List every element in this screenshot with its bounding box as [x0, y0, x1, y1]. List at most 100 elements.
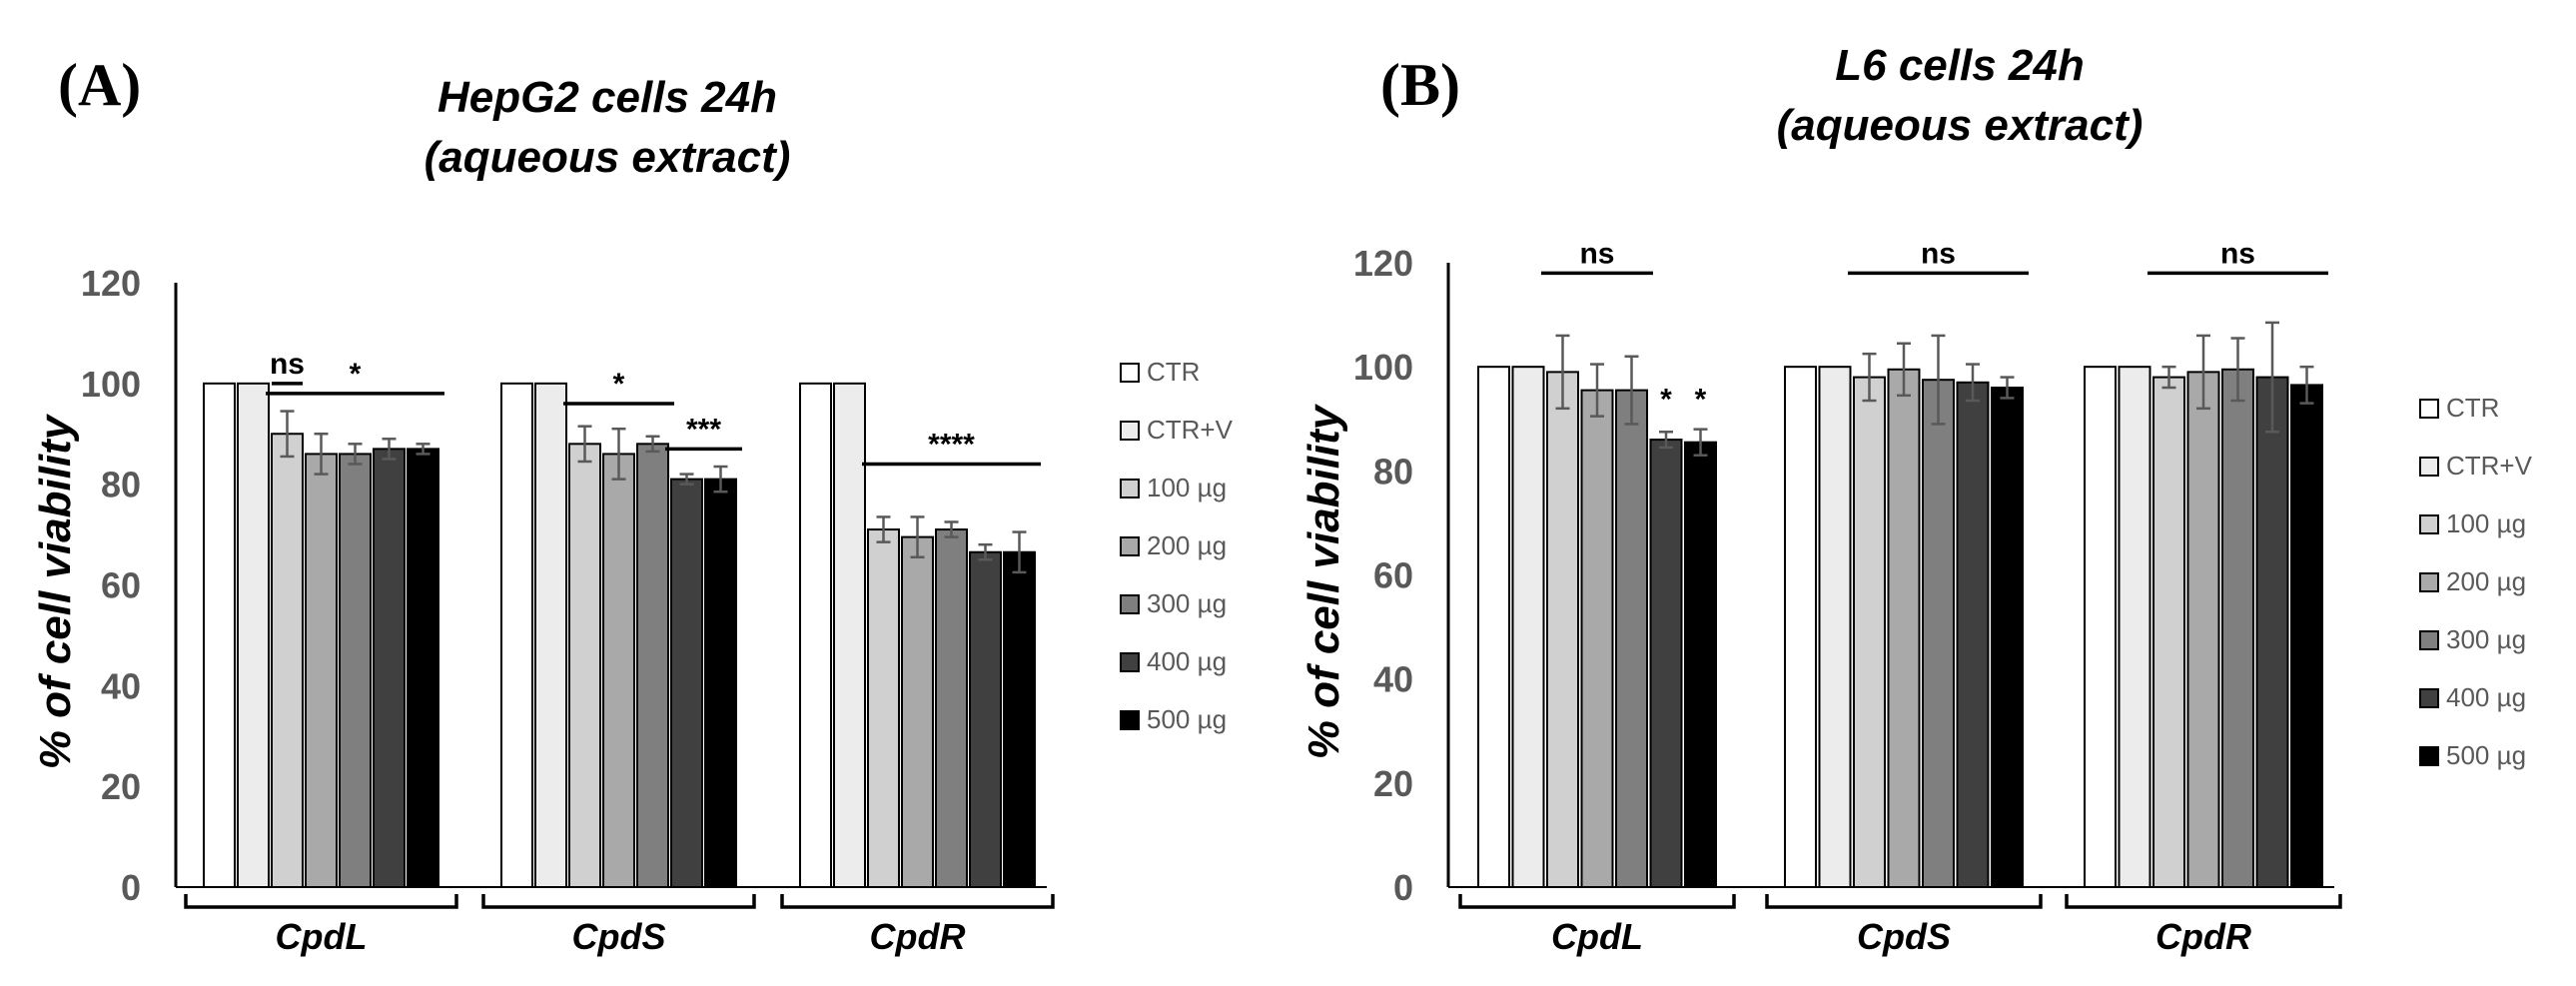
significance-label: *: [350, 358, 362, 391]
legend-label: 500 µg: [1147, 704, 1227, 734]
bar-CpdS-400µg: [1956, 381, 1990, 888]
legend-label: 300 µg: [2446, 624, 2526, 654]
panel-a-title-line2: (aqueous extract): [425, 133, 791, 182]
error-bar: [280, 410, 295, 459]
bar-CpdS-CTR: [1784, 366, 1817, 888]
panel-a-title-line1: HepG2 cells 24h: [437, 73, 777, 122]
legend-swatch: [2419, 630, 2439, 650]
group-bracket: [1765, 894, 2043, 909]
error-bar: [1659, 431, 1673, 450]
significance-label: ns: [1579, 237, 1614, 270]
y-tick-label: 100: [1353, 347, 1413, 388]
bar-CpdR-400µg: [969, 550, 1002, 889]
bar-CpdR-400µg: [2255, 376, 2289, 888]
panel-b-title-line2: (aqueous extract): [1777, 101, 2144, 150]
panel-a-label: (A): [58, 52, 141, 118]
legend-label: 300 µg: [1147, 588, 1227, 618]
y-tick-label: 60: [1373, 555, 1413, 596]
error-bar: [382, 438, 397, 461]
error-bar: [416, 443, 430, 456]
group-label-CpdR: CpdR: [2155, 916, 2251, 957]
bar-CpdS-CTR+V: [1818, 366, 1852, 888]
y-tick-label: 0: [121, 867, 141, 908]
error-bar: [1624, 355, 1639, 426]
bar-CpdR-CTR: [799, 382, 832, 888]
y-tick-label: 40: [1373, 659, 1413, 700]
error-bar: [577, 425, 592, 464]
error-bar: [348, 443, 363, 466]
error-bar: [910, 515, 925, 559]
bar-CpdR-300µg: [935, 528, 968, 889]
legend-swatch: [2419, 746, 2439, 766]
group-bracket: [780, 894, 1055, 909]
bar-CpdL-300µg: [339, 453, 372, 888]
group-bracket: [2065, 894, 2342, 909]
y-tick-label: 120: [81, 263, 141, 304]
bar-CpdL-500µg: [407, 448, 439, 888]
error-bar: [2230, 337, 2245, 403]
group-label-CpdS: CpdS: [1857, 916, 1951, 957]
bar-CpdR-500µg: [1003, 550, 1036, 889]
legend-swatch: [1120, 652, 1140, 672]
legend-swatch: [1120, 710, 1140, 730]
bar-CpdS-500µg: [1991, 387, 2024, 888]
y-tick-label: 20: [101, 766, 141, 807]
legend-label: 100 µg: [2446, 508, 2526, 538]
group-label-CpdR: CpdR: [870, 916, 966, 957]
group-label-CpdS: CpdS: [572, 916, 666, 957]
bar-CpdR-100µg: [2152, 376, 2185, 888]
error-bar: [2000, 376, 2015, 400]
legend-swatch: [1120, 363, 1140, 383]
bar-CpdL-200µg: [1580, 389, 1614, 888]
error-bar: [2161, 365, 2176, 390]
legend-label: CTR: [1147, 357, 1200, 387]
legend-swatch: [2419, 399, 2439, 419]
panel-b-chart: 0 20 40 60 80 100 120 CpdL CpdS CpdR ns * * ns ns CTR CT…: [1353, 237, 2533, 957]
error-bar: [713, 465, 728, 493]
y-tick-label: 20: [1373, 763, 1413, 804]
legend-swatch: [2419, 688, 2439, 708]
significance-label: ns: [2220, 237, 2255, 270]
error-bar: [2265, 321, 2279, 434]
significance-label: ***: [686, 413, 721, 446]
error-bar: [1931, 334, 1946, 426]
error-bar: [2299, 365, 2314, 405]
legend-swatch: [1120, 479, 1140, 498]
legend-label: 200 µg: [2446, 566, 2526, 596]
bar-CpdL-400µg: [1649, 439, 1683, 888]
bar-CpdL-500µg: [1684, 441, 1717, 888]
bar-CpdR-CTR+V: [2118, 366, 2151, 888]
bar-CpdL-300µg: [1615, 389, 1648, 888]
bar-CpdR-100µg: [867, 528, 900, 889]
error-bar: [645, 435, 660, 454]
significance-label: ****: [928, 429, 975, 462]
y-tick-label: 60: [101, 565, 141, 606]
panel-b-title-line1: L6 cells 24h: [1835, 41, 2084, 90]
panel-a-y-axis-label: % of cell viability: [31, 413, 80, 769]
legend-label: CTR+V: [2446, 451, 2533, 481]
error-bar: [876, 515, 891, 543]
error-bar: [1555, 334, 1570, 411]
error-bar: [1693, 428, 1708, 457]
error-bar: [2196, 334, 2210, 411]
bar-CpdS-CTR: [500, 382, 533, 888]
legend-label: CTR+V: [1147, 415, 1234, 445]
legend-swatch: [1120, 536, 1140, 556]
group-label-CpdL: CpdL: [1551, 916, 1643, 957]
bar-CpdR-CTR: [2084, 366, 2117, 888]
legend-swatch: [1120, 594, 1140, 614]
legend-swatch: [2419, 457, 2439, 477]
panel-b-y-axis-label: % of cell viability: [1299, 403, 1348, 759]
legend-label: 400 µg: [1147, 646, 1227, 676]
error-bar: [1897, 342, 1911, 398]
legend-swatch: [2419, 572, 2439, 592]
legend-label: 200 µg: [1147, 530, 1227, 560]
bar-CpdS-200µg: [1887, 368, 1921, 889]
error-bar: [978, 542, 993, 561]
bar-CpdS-400µg: [670, 478, 703, 888]
error-bar: [1966, 363, 1980, 403]
panel-b-label: (B): [1380, 52, 1460, 118]
bar-CpdL-100µg: [271, 433, 304, 888]
